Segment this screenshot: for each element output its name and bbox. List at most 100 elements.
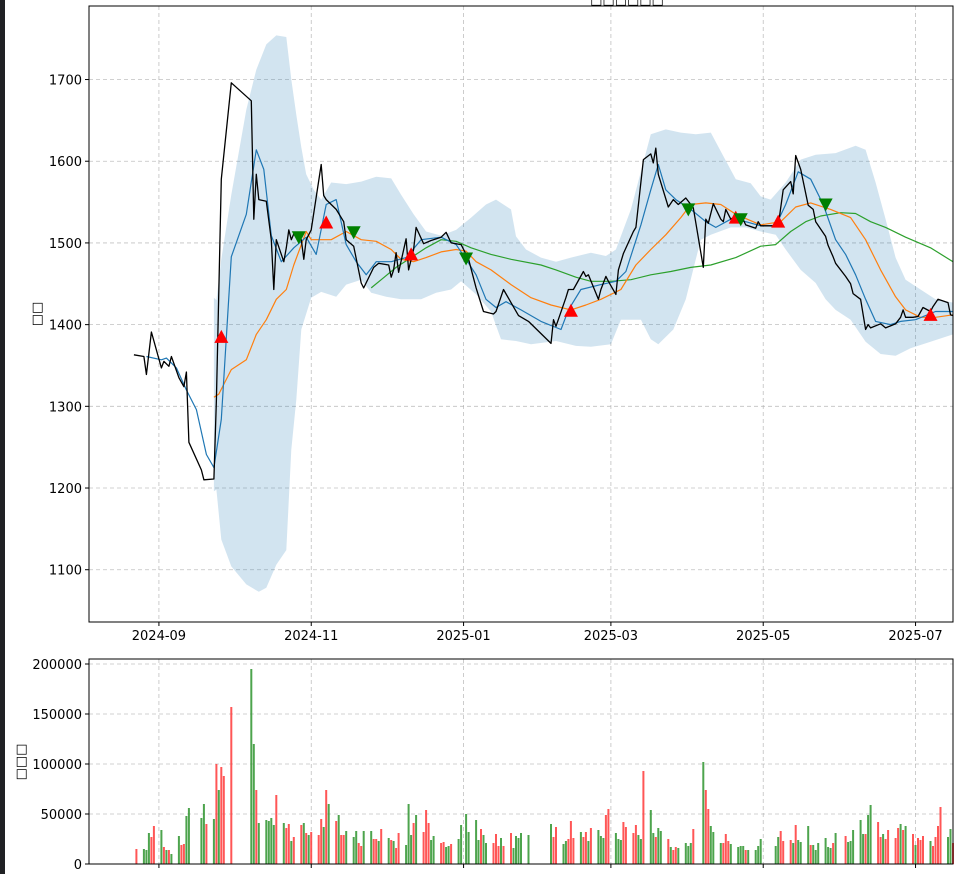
volume-bar — [317, 835, 320, 864]
volume-bar — [864, 834, 867, 864]
volume-bar — [495, 834, 497, 864]
volume-bar — [652, 833, 655, 864]
volume-bar — [325, 790, 328, 864]
volume-bar — [587, 841, 590, 864]
volume-bar — [372, 839, 375, 864]
volume-bar — [427, 823, 430, 864]
y-tick-label: 50000 — [41, 808, 82, 823]
volume-bar — [475, 820, 478, 864]
price-panel: 2024-09 2024-11 2025-01 2025-03 2025-05 2025-… — [49, 5, 954, 644]
volume-bar — [380, 829, 383, 864]
volume-bar — [897, 828, 900, 864]
volume-bar — [597, 830, 600, 864]
volume-bar — [360, 846, 363, 864]
volume-bar — [812, 845, 815, 864]
volume-bar — [162, 847, 165, 864]
sell-signal-marker — [733, 213, 748, 227]
volume-bar — [337, 815, 340, 864]
volume-bar — [405, 845, 408, 864]
volume-bar — [657, 828, 660, 864]
volume-bar — [949, 829, 952, 864]
volume-bar — [932, 846, 934, 864]
x-tick-label: 2025-01 — [436, 629, 490, 644]
buy-signal-marker — [404, 247, 419, 261]
y-tick-label: 0 — [74, 858, 82, 873]
volume-bar — [729, 844, 732, 864]
volume-bar — [879, 837, 882, 864]
volume-bar — [442, 842, 445, 864]
volume-bar — [550, 824, 552, 864]
volume-bar — [142, 849, 145, 864]
volume-bar — [789, 840, 792, 864]
volume-bar — [622, 822, 625, 864]
volume-bar — [160, 830, 163, 864]
volume-bar — [829, 848, 832, 864]
volume-bar — [899, 824, 902, 864]
volume-bar — [230, 707, 233, 864]
volume-bar — [817, 843, 820, 864]
volume-bar — [180, 845, 183, 864]
volume-bar — [275, 795, 278, 864]
volume-bar — [569, 821, 572, 864]
volume-bar — [502, 846, 505, 864]
volume-bar — [515, 836, 517, 864]
volume-bar — [390, 840, 393, 864]
volume-bar — [582, 837, 585, 864]
volume-bar — [794, 825, 797, 864]
volume-bar — [450, 844, 453, 864]
y-tick-label: 1300 — [49, 400, 82, 415]
volume-bar — [937, 826, 939, 864]
volume-bar — [480, 829, 482, 864]
window-edge — [0, 0, 5, 874]
volume-bar — [205, 824, 208, 864]
volume-bar — [322, 827, 325, 864]
volume-bar — [510, 833, 512, 864]
volume-bar — [619, 840, 622, 864]
volume-bar — [482, 835, 485, 864]
volume-bar — [517, 838, 520, 864]
volume-bar — [614, 833, 617, 864]
volume-bar — [177, 836, 180, 864]
volume-bar — [617, 839, 620, 864]
volume-bar — [692, 829, 695, 864]
volume-bar — [639, 839, 642, 864]
volume-bar — [285, 828, 288, 864]
volume-bar — [552, 837, 555, 864]
y-tick-label: 1400 — [49, 319, 82, 334]
volume-bar — [187, 808, 190, 864]
volume-bar — [922, 836, 924, 864]
price-axes-frame — [88, 5, 954, 623]
volume-bar — [869, 805, 872, 864]
volume-bar — [170, 854, 173, 864]
y-tick-label: 100000 — [32, 758, 82, 773]
volume-bar — [579, 832, 582, 864]
volume-bar — [387, 838, 390, 864]
volume-bar — [305, 833, 308, 864]
volume-bar — [217, 790, 220, 864]
volume-bar — [584, 832, 587, 864]
volume-bar — [607, 809, 610, 864]
volume-bar — [355, 831, 358, 864]
volume-bar — [562, 844, 565, 864]
volume-bar — [485, 843, 487, 864]
y-tick-label: 200000 — [32, 658, 82, 673]
volume-bar — [212, 819, 215, 864]
volume-bar — [792, 843, 795, 864]
volume-bar — [602, 838, 605, 864]
volume-bar — [150, 837, 153, 864]
volume-bar — [292, 837, 295, 864]
volume-bar — [300, 825, 303, 864]
volume-bar — [392, 841, 395, 864]
volume-bar — [327, 804, 330, 864]
volume-bar — [352, 837, 355, 864]
volume-bar — [152, 826, 155, 864]
volume-bar — [375, 839, 378, 864]
volume-bar — [659, 831, 662, 864]
volume-bar — [759, 839, 762, 864]
volume-bar — [744, 850, 747, 864]
volume-bar — [712, 832, 715, 864]
volume-bar — [674, 847, 677, 864]
volume-bar — [722, 843, 725, 864]
volume-bar — [492, 843, 495, 864]
volume-bar — [370, 831, 373, 864]
